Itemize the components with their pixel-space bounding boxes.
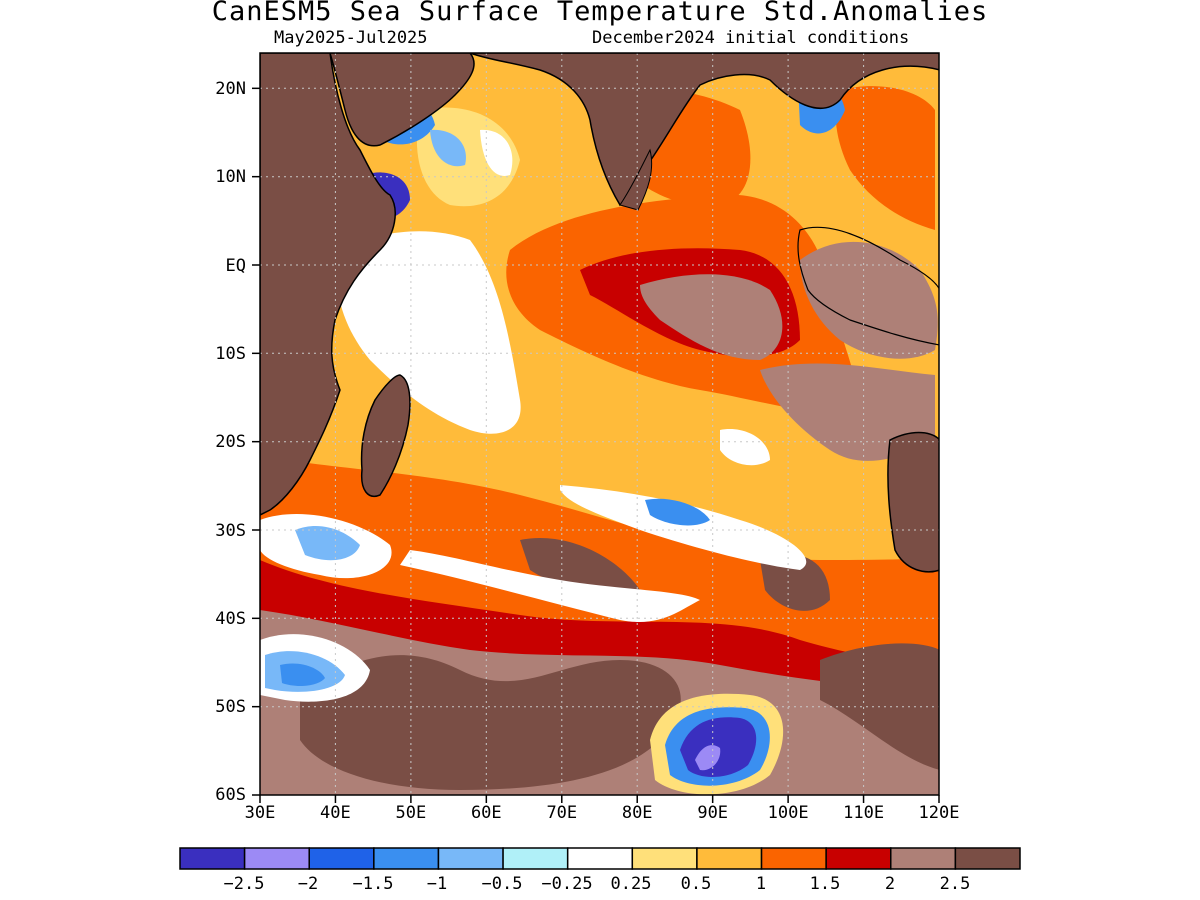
x-tick-label: 70E [546, 803, 577, 823]
colorbar-label: 2.5 [940, 874, 971, 894]
y-tick-label: 40S [215, 609, 246, 629]
y-tick-label: 60S [215, 785, 246, 805]
colorbar-swatch [566, 847, 634, 870]
colorbar-label: −2.5 [224, 874, 265, 894]
anomaly-region [720, 429, 770, 466]
colorbar-label: −1.5 [353, 874, 394, 894]
map-frame [259, 52, 940, 796]
y-tick-label: EQ [226, 256, 246, 276]
colorbar-swatch [760, 847, 827, 870]
anomaly-region [430, 129, 466, 167]
gridlines [260, 53, 939, 795]
colorbar-label: 1 [756, 874, 766, 894]
x-tick-label: 50E [396, 803, 427, 823]
anomaly-region [560, 485, 807, 570]
anomaly-region [760, 363, 935, 461]
anomaly-region [300, 655, 681, 790]
colorbar-label: −0.5 [482, 874, 523, 894]
colorbar-swatch [243, 847, 310, 870]
asia-landmass [469, 53, 939, 207]
indonesia-coastline [797, 226, 939, 346]
anomaly-region [800, 241, 938, 359]
x-tick-label: 120E [919, 803, 960, 823]
colorbar-swatch [825, 847, 892, 870]
colorbar [179, 847, 1021, 870]
anomaly-region [645, 498, 710, 526]
africa-landmass [260, 53, 396, 516]
map-field [260, 53, 939, 795]
anomaly-region [480, 129, 513, 176]
anomaly-region [295, 525, 360, 561]
x-tick-label: 40E [320, 803, 351, 823]
colorbar-label: 0.25 [611, 874, 652, 894]
colorbar-label: −0.25 [541, 874, 592, 894]
anomaly-region [835, 86, 935, 230]
colorbar-label: 0.5 [681, 874, 712, 894]
y-tick-labels: 20N 10N EQ 10S 20S 30S 40S 50S 60S [215, 79, 246, 805]
y-ticks [252, 87, 260, 796]
y-tick-label: 10S [215, 344, 246, 364]
x-tick-label: 60E [471, 803, 502, 823]
anomaly-region [640, 274, 783, 360]
colorbar-swatch [631, 847, 698, 870]
y-tick-label: 20N [215, 79, 246, 99]
anomaly-region [695, 745, 721, 771]
colorbar-swatch [373, 847, 440, 870]
forecast-period: May2025-Jul2025 [274, 28, 428, 48]
colorbar-swatch [696, 847, 763, 870]
y-tick-label: 10N [215, 167, 246, 187]
colorbar-swatch [890, 847, 957, 870]
anomaly-region [280, 663, 325, 686]
colorbar-swatch [502, 847, 569, 870]
initial-conditions: December2024 initial conditions [592, 28, 910, 48]
colorbar-label: 1.5 [810, 874, 841, 894]
colorbar-swatch [437, 847, 504, 870]
colorbar-label: 2 [885, 874, 895, 894]
colorbar-labels: −2.5 −2 −1.5 −1 −0.5 −0.25 0.25 0.5 1 1.… [224, 874, 971, 894]
x-tick-label: 100E [768, 803, 809, 823]
x-tick-label: 90E [697, 803, 728, 823]
anomaly-region [336, 231, 521, 434]
anomaly-region [760, 554, 830, 611]
x-tick-label: 30E [245, 803, 276, 823]
x-tick-label: 110E [843, 803, 884, 823]
australia-landmass [887, 431, 939, 573]
chart-title: CanESM5 Sea Surface Temperature Std.Anom… [211, 0, 989, 27]
y-tick-label: 30S [215, 521, 246, 541]
colorbar-label: −1 [427, 874, 447, 894]
colorbar-label: −2 [298, 874, 318, 894]
x-ticks [259, 795, 940, 803]
y-tick-label: 50S [215, 697, 246, 717]
y-tick-label: 20S [215, 432, 246, 452]
colorbar-swatch [308, 847, 375, 870]
colorbar-swatch [179, 847, 246, 870]
madagascar-landmass [360, 374, 411, 497]
x-tick-label: 80E [622, 803, 653, 823]
india-tip [619, 148, 653, 211]
colorbar-swatch [954, 847, 1021, 870]
x-tick-labels: 30E 40E 50E 60E 70E 80E 90E 100E 110E 12… [245, 803, 960, 823]
arabia-landmass [329, 53, 475, 147]
anomaly-region [400, 550, 700, 622]
